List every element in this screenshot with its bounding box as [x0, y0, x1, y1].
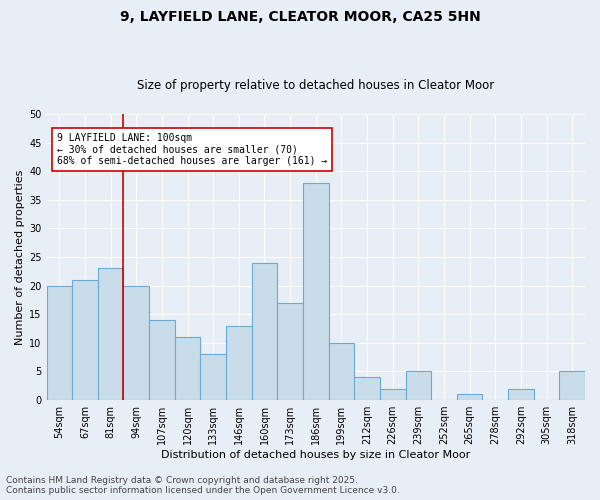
Bar	[226, 326, 251, 400]
Bar	[508, 388, 534, 400]
Bar	[47, 286, 72, 400]
Bar	[277, 303, 303, 400]
Bar	[354, 377, 380, 400]
Bar	[380, 388, 406, 400]
Bar	[200, 354, 226, 400]
Bar	[124, 286, 149, 400]
Text: 9 LAYFIELD LANE: 100sqm
← 30% of detached houses are smaller (70)
68% of semi-de: 9 LAYFIELD LANE: 100sqm ← 30% of detache…	[57, 132, 328, 166]
Text: 9, LAYFIELD LANE, CLEATOR MOOR, CA25 5HN: 9, LAYFIELD LANE, CLEATOR MOOR, CA25 5HN	[119, 10, 481, 24]
Y-axis label: Number of detached properties: Number of detached properties	[15, 170, 25, 344]
Bar	[303, 182, 329, 400]
Bar	[406, 372, 431, 400]
Bar	[72, 280, 98, 400]
Title: Size of property relative to detached houses in Cleator Moor: Size of property relative to detached ho…	[137, 79, 494, 92]
Bar	[457, 394, 482, 400]
Bar	[98, 268, 124, 400]
Bar	[149, 320, 175, 400]
Text: Contains HM Land Registry data © Crown copyright and database right 2025.
Contai: Contains HM Land Registry data © Crown c…	[6, 476, 400, 495]
Bar	[251, 263, 277, 400]
Bar	[175, 337, 200, 400]
X-axis label: Distribution of detached houses by size in Cleator Moor: Distribution of detached houses by size …	[161, 450, 470, 460]
Bar	[559, 372, 585, 400]
Bar	[329, 343, 354, 400]
